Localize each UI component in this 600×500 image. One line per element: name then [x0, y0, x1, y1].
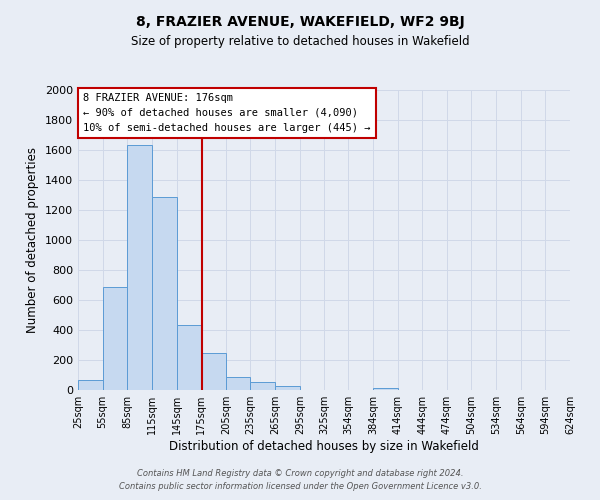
Y-axis label: Number of detached properties: Number of detached properties [26, 147, 40, 333]
Text: 8, FRAZIER AVENUE, WAKEFIELD, WF2 9BJ: 8, FRAZIER AVENUE, WAKEFIELD, WF2 9BJ [136, 15, 464, 29]
Text: 8 FRAZIER AVENUE: 176sqm
← 90% of detached houses are smaller (4,090)
10% of sem: 8 FRAZIER AVENUE: 176sqm ← 90% of detach… [83, 93, 370, 132]
Text: Contains public sector information licensed under the Open Government Licence v3: Contains public sector information licen… [119, 482, 481, 491]
Text: Size of property relative to detached houses in Wakefield: Size of property relative to detached ho… [131, 35, 469, 48]
Text: Contains HM Land Registry data © Crown copyright and database right 2024.: Contains HM Land Registry data © Crown c… [137, 468, 463, 477]
Bar [78, 380, 103, 390]
X-axis label: Distribution of detached houses by size in Wakefield: Distribution of detached houses by size … [169, 440, 479, 453]
Bar [127, 145, 152, 390]
Bar [103, 286, 127, 390]
Bar [226, 376, 250, 390]
Bar [250, 382, 275, 390]
Bar [152, 197, 176, 390]
Bar [201, 352, 226, 390]
Bar [373, 388, 398, 390]
Bar [275, 386, 300, 390]
Bar [176, 325, 201, 390]
